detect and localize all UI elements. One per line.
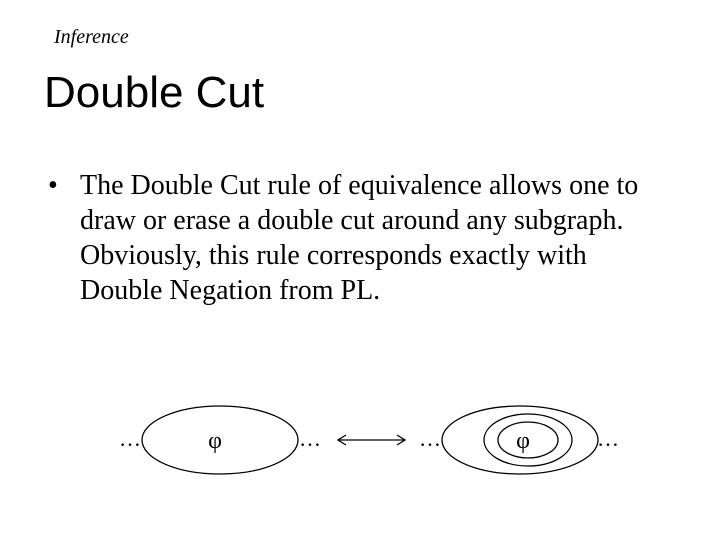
bullet-paragraph: • The Double Cut rule of equivalence all…	[48, 168, 648, 308]
ellipsis-right-inner: …	[597, 426, 619, 451]
ellipsis-left-outer: …	[119, 426, 141, 451]
bullet-text: The Double Cut rule of equivalence allow…	[80, 168, 648, 308]
double-cut-diagram: … … … … φ φ	[100, 380, 650, 500]
ellipsis-right-outer: …	[419, 426, 441, 451]
ellipsis-left-inner: …	[299, 426, 321, 451]
section-label: Inference	[54, 26, 129, 49]
page-title: Double Cut	[44, 68, 264, 118]
phi-left: φ	[208, 428, 222, 454]
phi-right: φ	[516, 428, 530, 454]
bullet-marker: •	[48, 168, 80, 308]
